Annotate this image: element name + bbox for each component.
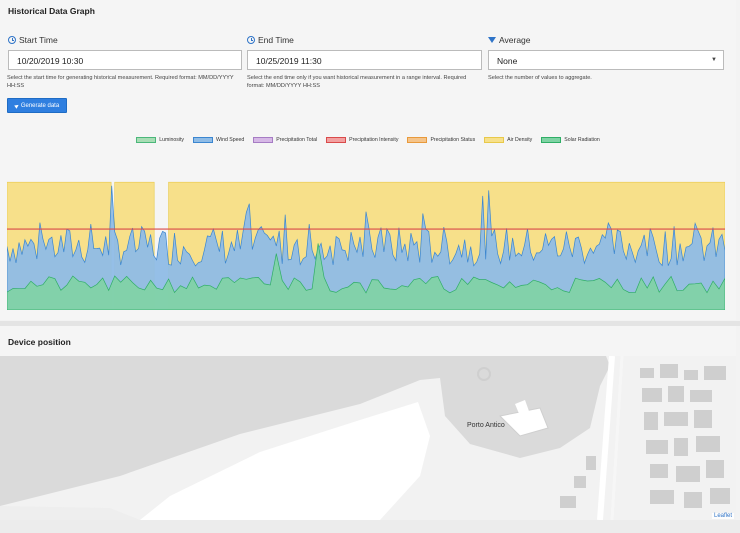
caret-down-icon: ▼ [711, 57, 717, 63]
chart-legend: Luminosity Wind Speed Precipitation Total P… [0, 137, 736, 143]
generate-data-button[interactable]: Generate data [7, 98, 67, 113]
device-map[interactable]: Porto Antico Leaflet [0, 356, 736, 520]
device-position-title: Device position [8, 337, 71, 347]
start-time-help: Select the start time for generating his… [7, 75, 234, 90]
average-help: Select the number of values to aggregate… [488, 75, 592, 81]
solar-radiation-area [7, 243, 725, 310]
legend-swatch [326, 137, 347, 143]
section-divider [0, 321, 740, 326]
start-time-label: Start Time [19, 35, 58, 45]
filter-icon [488, 37, 496, 43]
legend-item[interactable]: Solar Radiation [541, 137, 600, 143]
end-time-help: Select the end time only if you want his… [247, 75, 467, 90]
legend-item[interactable]: Wind Speed [193, 137, 244, 143]
legend-swatch [136, 137, 157, 143]
legend-label: Wind Speed [216, 137, 245, 143]
start-time-field: Start Time 10/20/2019 10:30 Select the s… [7, 34, 242, 89]
end-time-input[interactable]: 10/25/2019 11:30 [247, 50, 482, 70]
legend-label: Precipitation Total [276, 137, 318, 143]
legend-swatch [541, 137, 562, 143]
device-position-header: Device position [0, 326, 736, 356]
clock-icon [8, 36, 16, 44]
average-field: Average None ▼ Select the number of valu… [488, 34, 724, 81]
legend-item[interactable]: Precipitation Total [253, 137, 317, 143]
historical-area-chart [7, 181, 725, 310]
average-label: Average [499, 35, 531, 45]
map-tiles [0, 356, 736, 520]
map-place-label: Porto Antico [467, 422, 505, 429]
panel-title: Historical Data Graph [8, 6, 95, 16]
historical-data-panel: Historical Data Graph Start Time 10/20/2… [0, 6, 736, 310]
legend-swatch [193, 137, 214, 143]
wind-speed-area [7, 185, 725, 310]
map-attribution-link[interactable]: Leaflet [711, 513, 734, 519]
legend-label: Precipitation Status [430, 137, 476, 143]
end-time-label: End Time [258, 35, 294, 45]
legend-label: Luminosity [159, 137, 185, 143]
legend-item[interactable]: Precipitation Status [407, 137, 475, 143]
start-time-input[interactable]: 10/20/2019 10:30 [8, 50, 242, 70]
generate-data-label: Generate data [20, 102, 60, 109]
legend-swatch [407, 137, 428, 143]
legend-item[interactable]: Air Density [484, 137, 532, 143]
average-select[interactable]: None ▼ [488, 50, 724, 70]
legend-item[interactable]: Luminosity [136, 137, 184, 143]
end-time-field: End Time 10/25/2019 11:30 Select the end… [247, 34, 482, 89]
send-icon [14, 102, 20, 109]
legend-swatch [253, 137, 274, 143]
legend-swatch [484, 137, 505, 143]
legend-item[interactable]: Precipitation Intensity [326, 137, 398, 143]
clock-icon [247, 36, 255, 44]
legend-label: Precipitation Intensity [349, 137, 399, 143]
average-selected-value: None [497, 56, 518, 66]
bottom-strip [0, 520, 740, 533]
legend-label: Solar Radiation [564, 137, 600, 143]
legend-label: Air Density [507, 137, 533, 143]
